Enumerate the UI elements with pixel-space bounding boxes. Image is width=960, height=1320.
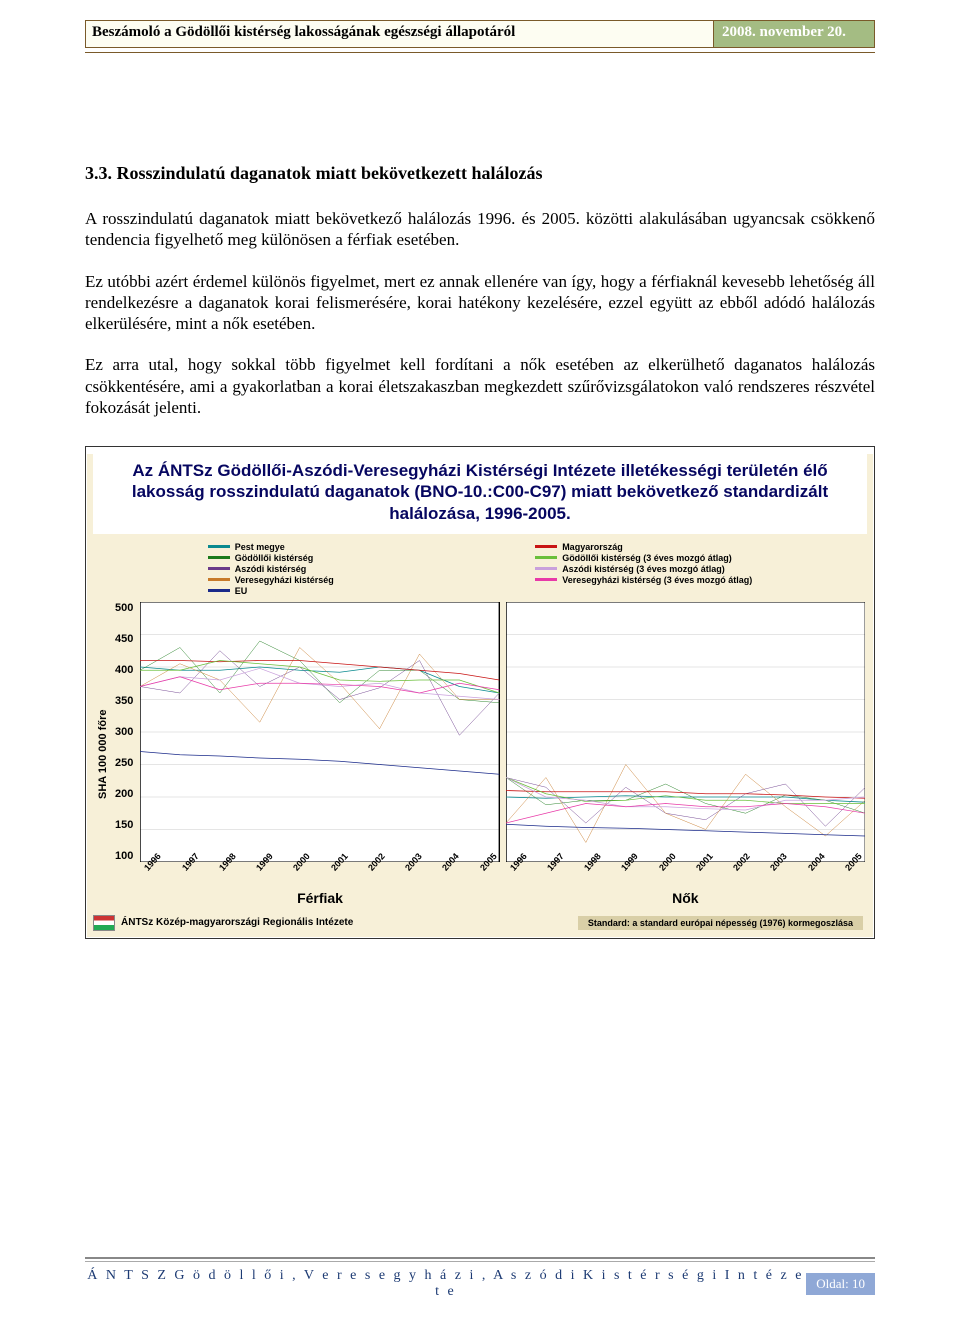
panel-label: Férfiak xyxy=(140,878,499,906)
chart-legend: Pest megyeGödöllői kistérségAszódi kisté… xyxy=(87,540,873,602)
y-tick: 200 xyxy=(115,788,133,800)
y-tick: 300 xyxy=(115,726,133,738)
y-axis-label: SHA 100 000 főre xyxy=(95,602,111,906)
legend-item: Pest megye xyxy=(208,542,334,552)
legend-label: Magyarország xyxy=(562,542,623,552)
legend-label: Veresegyházi kistérség (3 éves mozgó átl… xyxy=(562,575,752,585)
y-axis-ticks: 500 450 400 350 300 250 200 150 100 xyxy=(115,602,136,862)
page-footer: Á N T S Z G ö d ö l l ő i , V e r e s e … xyxy=(85,1257,875,1300)
legend-swatch xyxy=(208,545,230,548)
plot-area: SHA 100 000 főre 500 450 400 350 300 250 200 15… xyxy=(87,602,873,912)
legend-left-col: Pest megyeGödöllői kistérségAszódi kisté… xyxy=(208,542,334,596)
y-tick: 400 xyxy=(115,664,133,676)
x-axis-ticks: 1996199719981999200020012002200320042005 xyxy=(506,862,865,878)
legend-swatch xyxy=(535,545,557,548)
legend-item: Veresegyházi kistérség (3 éves mozgó átl… xyxy=(535,575,752,585)
paragraph-2: Ez utóbbi azért érdemel különös figyelme… xyxy=(85,271,875,335)
chart-panel: 1996199719981999200020012002200320042005… xyxy=(506,602,865,906)
legend-item: Magyarország xyxy=(535,542,752,552)
legend-label: Gödöllői kistérség xyxy=(235,553,314,563)
legend-label: Aszódi kistérség xyxy=(235,564,307,574)
chart-title: Az ÁNTSz Gödöllői-Aszódi-Veresegyházi Ki… xyxy=(93,454,867,534)
paragraph-1: A rosszindulatú daganatok miatt bekövetk… xyxy=(85,208,875,251)
legend-item: Veresegyházi kistérség xyxy=(208,575,334,585)
footer-page-number: Oldal: 10 xyxy=(806,1273,875,1295)
legend-swatch xyxy=(208,567,230,570)
chart-footer-standard: Standard: a standard európai népesség (1… xyxy=(578,916,863,930)
chart-footer: ÁNTSz Közép-magyarországi Regionális Int… xyxy=(87,912,873,937)
legend-label: Pest megye xyxy=(235,542,285,552)
y-tick: 350 xyxy=(115,695,133,707)
y-tick: 450 xyxy=(115,633,133,645)
legend-swatch xyxy=(535,556,557,559)
legend-item: Aszódi kistérség (3 éves mozgó átlag) xyxy=(535,564,752,574)
chart-container: Az ÁNTSz Gödöllői-Aszódi-Veresegyházi Ki… xyxy=(85,446,875,939)
legend-item: Gödöllői kistérség xyxy=(208,553,334,563)
legend-label: EU xyxy=(235,586,248,596)
y-tick: 500 xyxy=(115,602,133,614)
legend-item: Gödöllői kistérség (3 éves mozgó átlag) xyxy=(535,553,752,563)
legend-label: Veresegyházi kistérség xyxy=(235,575,334,585)
panels: 1996199719981999200020012002200320042005… xyxy=(140,602,865,906)
footer-rule-2 xyxy=(85,1261,875,1262)
chart-panel: 1996199719981999200020012002200320042005… xyxy=(140,602,499,906)
legend-swatch xyxy=(535,578,557,581)
section-title: 3.3. Rosszindulatú daganatok miatt beköv… xyxy=(85,163,875,184)
y-tick: 150 xyxy=(115,819,133,831)
legend-swatch xyxy=(208,589,230,592)
chart-svg xyxy=(506,602,865,862)
legend-label: Aszódi kistérség (3 éves mozgó átlag) xyxy=(562,564,725,574)
legend-item: Aszódi kistérség xyxy=(208,564,334,574)
paragraph-3: Ez arra utal, hogy sokkal több figyelmet… xyxy=(85,354,875,418)
y-tick: 250 xyxy=(115,757,133,769)
header-title: Beszámoló a Gödöllői kistérség lakosságá… xyxy=(86,21,714,47)
footer-org: Á N T S Z G ö d ö l l ő i , V e r e s e … xyxy=(85,1268,806,1300)
chart-inner: Az ÁNTSz Gödöllői-Aszódi-Veresegyházi Ki… xyxy=(87,454,873,937)
chart-svg xyxy=(140,602,499,862)
chart-footer-left: ÁNTSz Közép-magyarországi Regionális Int… xyxy=(93,915,353,931)
chart-footer-org: ÁNTSz Közép-magyarországi Regionális Int… xyxy=(121,917,353,928)
legend-swatch xyxy=(535,567,557,570)
legend-label: Gödöllői kistérség (3 éves mozgó átlag) xyxy=(562,553,732,563)
header-date: 2008. november 20. xyxy=(714,21,874,47)
x-axis-ticks: 1996199719981999200020012002200320042005 xyxy=(140,862,499,878)
legend-item: EU xyxy=(208,586,334,596)
page-header: Beszámoló a Gödöllői kistérség lakosságá… xyxy=(85,20,875,48)
legend-right-col: MagyarországGödöllői kistérség (3 éves m… xyxy=(535,542,752,596)
legend-swatch xyxy=(208,578,230,581)
content-body: 3.3. Rosszindulatú daganatok miatt beköv… xyxy=(85,53,875,939)
flag-icon xyxy=(93,915,115,931)
panel-label: Nők xyxy=(506,878,865,906)
footer-rule-1 xyxy=(85,1257,875,1259)
legend-swatch xyxy=(208,556,230,559)
y-tick: 100 xyxy=(115,850,133,862)
